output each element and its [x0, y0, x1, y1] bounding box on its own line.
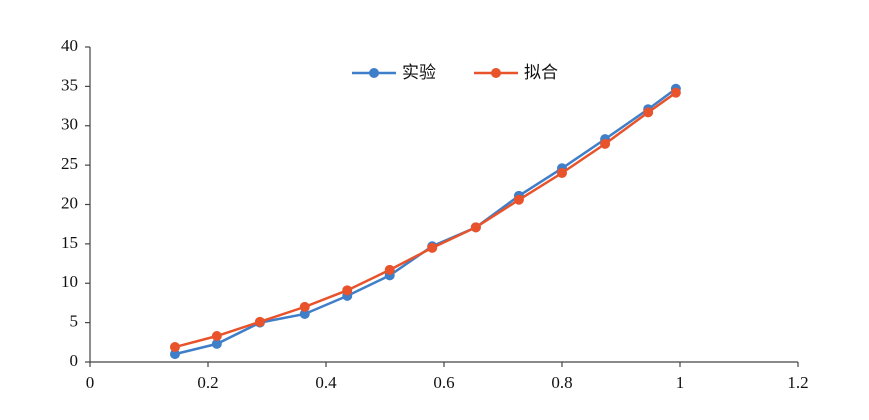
point	[557, 168, 567, 178]
point	[169, 349, 180, 360]
legend-marker	[369, 68, 379, 78]
y-tick-label: 25	[61, 154, 78, 173]
point	[299, 301, 310, 312]
y-tick-label: 5	[70, 312, 79, 331]
x-tick-label: 0.4	[315, 373, 337, 392]
series-line	[174, 87, 677, 356]
point	[643, 107, 654, 118]
point	[211, 331, 222, 342]
point	[342, 285, 353, 296]
y-tick-label: 20	[61, 193, 78, 212]
series-line	[174, 91, 677, 349]
y-tick-label: 35	[61, 75, 78, 94]
x-tick-label: 0.2	[197, 373, 218, 392]
point	[427, 242, 438, 253]
point	[470, 222, 481, 233]
y-tick-label: 10	[61, 272, 78, 291]
x-tick-label: 1.2	[787, 373, 808, 392]
point	[513, 194, 524, 205]
y-tick-label: 40	[61, 36, 78, 55]
legend-marker	[491, 68, 501, 78]
point	[299, 308, 310, 319]
x-tick-label: 1	[676, 373, 685, 392]
point	[670, 87, 681, 98]
legend-label: 实验	[402, 63, 436, 83]
legend-label: 拟合	[524, 63, 558, 83]
point	[600, 138, 611, 149]
point	[211, 338, 222, 349]
y-tick-label: 30	[61, 115, 78, 134]
point	[384, 264, 395, 275]
y-tick-label: 15	[61, 233, 78, 252]
x-tick-label: 0.6	[433, 373, 454, 392]
point	[254, 316, 265, 327]
x-tick-label: 0	[86, 373, 95, 392]
x-tick-label: 0.8	[551, 373, 572, 392]
y-tick-label: 0	[70, 351, 79, 370]
point	[169, 342, 180, 353]
